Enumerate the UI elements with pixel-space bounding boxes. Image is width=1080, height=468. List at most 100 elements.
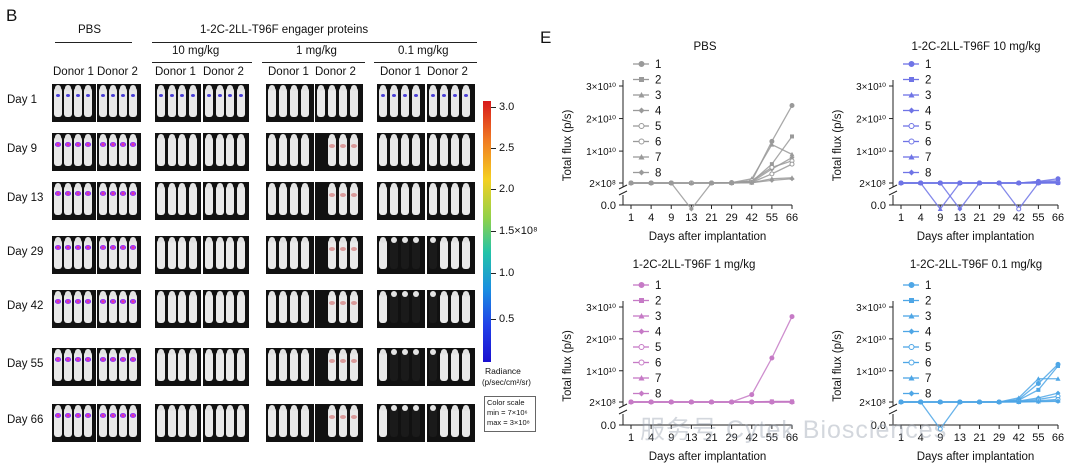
mouse-image [109,291,117,323]
mouse-image [215,405,224,437]
mouse-image [178,349,186,381]
mouse-image [167,349,176,381]
mouse-image [64,291,72,323]
data-point [1016,395,1022,400]
legend-marker [909,77,914,82]
legend-label: 6 [655,358,661,370]
legend-marker [638,390,645,397]
mouse-image [279,237,287,269]
mouse-image [301,237,309,269]
bioluminescence-spot [121,94,125,97]
bioluminescence-spot [340,144,346,148]
legend-label: 4 [925,106,932,118]
data-point [769,142,775,147]
mouse-image [429,237,437,269]
y-tick-label: 2×10⁸ [589,398,616,409]
mouse-image [178,134,186,166]
data-point [769,355,775,361]
y-tick-label: 1×10¹⁰ [586,367,616,378]
bioluminescence-spot [120,142,126,147]
x-axis-label: Days after implantation [649,231,767,243]
mouse-image [119,291,127,323]
colorbar-tick-label: 2.0 [499,183,515,195]
mouse-image [412,237,420,269]
day-label: Day 29 [7,246,44,258]
mouse-image [84,405,92,437]
bioluminescence-spot [55,191,61,196]
mouse-image [379,134,387,166]
mouse-image [64,85,72,117]
bioluminescence-spot [65,299,71,304]
mouse-image [390,237,398,269]
data-point [769,164,775,170]
mouse-image [64,134,72,166]
bioluminescence-spot [340,193,346,197]
mouse-image [226,134,234,166]
mouse-image [64,405,72,437]
mouse-image [74,237,82,269]
colorbar-tick-mark [491,319,496,320]
legend-marker [908,107,915,114]
mouse-image [109,237,117,269]
legend-marker [639,298,644,303]
mouse-image [301,349,309,381]
bioluminescence-spot [101,94,105,97]
legend-marker [638,169,645,176]
mouse-image [390,291,398,323]
legend-marker [638,313,645,319]
donor-label: Donor 1 [268,66,309,78]
bli-image-block [377,348,426,386]
data-point [1016,399,1022,405]
colorbar-title: Radiance [485,366,521,376]
legend-label: 3 [655,90,661,102]
mouse-image [328,237,336,269]
donor-label: Donor 2 [97,66,138,78]
mouse-image [379,349,387,381]
x-tick-label: 21 [973,212,985,224]
mouse-image [236,349,245,381]
data-point [957,399,963,405]
legend-marker [638,359,645,366]
mouse-image [290,237,298,269]
legend-marker [908,282,915,288]
data-point [937,399,943,405]
data-point [1016,206,1022,212]
mouse-image [339,134,347,166]
mouse-image [54,405,62,437]
mouse-image [84,85,92,117]
x-tick-label: 42 [1013,432,1025,444]
x-tick-label: 1 [628,432,634,444]
donor-label: Donor 2 [427,66,468,78]
bli-image-block [266,290,315,328]
mouse-image [205,183,213,215]
mouse-image [205,237,213,269]
mouse-image [301,85,309,117]
data-point [688,399,694,405]
bioluminescence-spot [75,413,81,418]
bioluminescence-spot [110,299,116,304]
bioluminescence-spot [159,94,163,97]
mouse-image [99,183,107,215]
colorbar-tick-label: 3.0 [499,101,515,113]
data-point [789,176,795,182]
mouse-image [99,291,107,323]
bli-image-block [315,182,364,220]
y-tick-label: 1×10¹⁰ [586,147,616,158]
legend-label: 1 [925,280,931,292]
data-point [749,180,755,186]
x-tick-label: 66 [786,432,798,444]
bli-image-block [155,404,202,442]
bioluminescence-spot [75,357,81,362]
mouse-image [301,405,309,437]
colorbar-tick-label: 1.0 [499,267,515,279]
bli-image-block [52,236,97,274]
mouse-image [205,134,213,166]
x-tick-label: 9 [668,212,674,224]
engager-header-rule [152,42,477,43]
colorbar-units: (p/sec/cm²/sr) [482,378,531,387]
bioluminescence-spot [120,413,126,418]
mouse-image [167,183,176,215]
mouse-image [167,237,176,269]
x-axis-label: Days after implantation [917,231,1035,243]
data-point [789,151,795,157]
